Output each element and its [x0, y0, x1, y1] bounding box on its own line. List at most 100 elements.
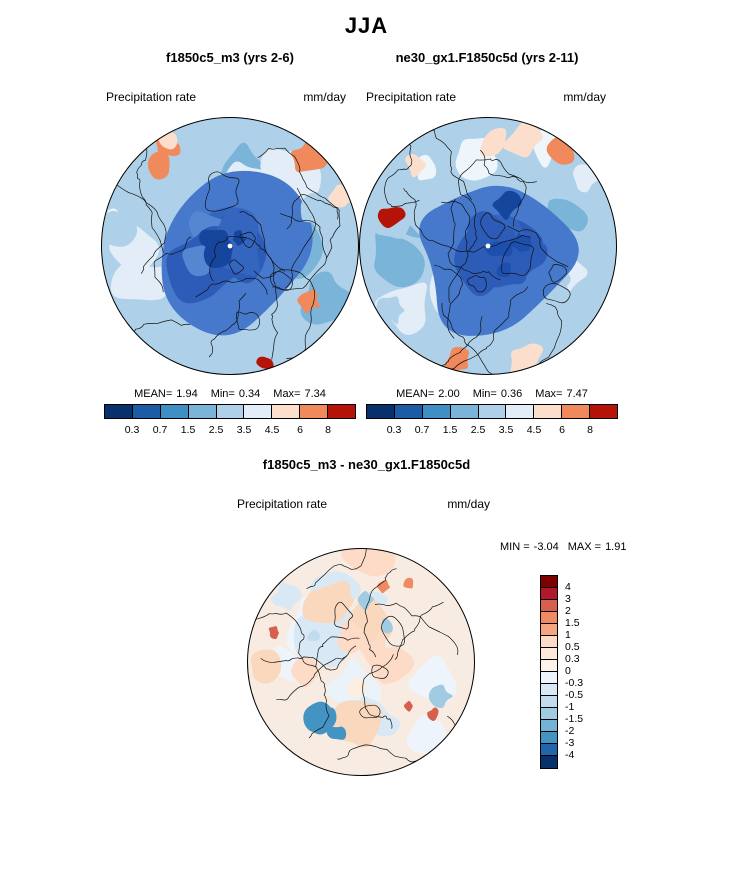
- colorbar-tick-label: 1.5: [565, 617, 580, 629]
- colorbar-tick-label: 0: [565, 665, 571, 677]
- colorbar-tick-label: 6: [297, 424, 303, 436]
- colorbar-left: 0.3 0.7 1.5 2.5 3.5 4.5 6 8: [104, 404, 356, 440]
- colorbar-segment: [244, 405, 273, 418]
- colorbar-segment: [541, 660, 557, 672]
- min-value: -3.04: [533, 541, 559, 553]
- min-label: Min=: [472, 388, 497, 400]
- colorbar-tick-label: 1.5: [180, 424, 196, 436]
- units-label-diff: mm/day: [447, 497, 490, 511]
- field-label-right: Precipitation rate: [366, 90, 457, 104]
- colorbar-segment: [541, 744, 557, 756]
- colorbar-segment: [422, 405, 451, 418]
- colorbar-tick-label: 0.3: [386, 424, 402, 436]
- colorbar-segment: [541, 708, 557, 720]
- polar-map-left: [101, 117, 359, 375]
- mean-label: MEAN=: [134, 388, 173, 400]
- max-label: MAX =: [567, 541, 602, 553]
- colorbar-tick-label: -1: [565, 701, 575, 713]
- stats-line-left: MEAN= 1.94 Min= 0.34 Max= 7.34: [104, 388, 356, 400]
- colorbar-segment: [541, 576, 557, 588]
- colorbar-tick-label: -3: [565, 737, 575, 749]
- colorbar-tick-label: 2.5: [470, 424, 486, 436]
- colorbar-segment: [132, 405, 161, 418]
- colorbar-tick-label: 2: [565, 605, 571, 617]
- max-value: 7.34: [304, 388, 326, 400]
- colorbar-tick-label: 4: [565, 581, 571, 593]
- colorbar-tick-label: 3.5: [236, 424, 252, 436]
- colorbar-segment: [328, 405, 356, 418]
- min-label: MIN =: [500, 541, 530, 553]
- colorbar-segment: [541, 672, 557, 684]
- colorbar-tick-label: 3: [565, 593, 571, 605]
- colorbar-tick-label: 0.3: [565, 653, 580, 665]
- colorbar-tick-label: 0.5: [565, 641, 580, 653]
- colorbar-tick-label: -4: [565, 749, 575, 761]
- colorbar-segment: [216, 405, 245, 418]
- colorbar-segment: [541, 648, 557, 660]
- colorbar-segment: [394, 405, 423, 418]
- panel-title-right: ne30_gx1.F1850c5d (yrs 2-11): [395, 50, 579, 65]
- colorbar-tick-label: -0.5: [565, 689, 584, 701]
- stats-line-right: MEAN= 2.00 Min= 0.36 Max= 7.47: [366, 388, 618, 400]
- colorbar-boxes: [104, 404, 356, 419]
- colorbar-tick-label: 1.5: [442, 424, 458, 436]
- colorbar-tick-label: -2: [565, 725, 575, 737]
- min-value: 0.36: [500, 388, 523, 400]
- colorbar-segment: [541, 720, 557, 732]
- colorbar-tick-label: 0.7: [152, 424, 168, 436]
- colorbar-segment: [367, 405, 395, 418]
- colorbar-tick-label: 2.5: [208, 424, 224, 436]
- max-label: Max=: [273, 388, 301, 400]
- colorbar-tick-label: 6: [559, 424, 565, 436]
- min-value: 0.34: [238, 388, 261, 400]
- panel-title-left: f1850c5_m3 (yrs 2-6): [166, 50, 294, 65]
- colorbar-boxes: [366, 404, 618, 419]
- colorbar-segment: [541, 636, 557, 648]
- mean-value: 1.94: [176, 388, 198, 400]
- colorbar-segment: [506, 405, 535, 418]
- field-row-left: Precipitation rate mm/day: [106, 90, 346, 104]
- colorbar-tick-label: 8: [587, 424, 593, 436]
- max-value: 1.91: [605, 541, 627, 553]
- colorbar-diff: 4 3 2 1.5 1 0.5 0.3 0 -0.3 -0.5 -1 -1.5 -2 -3 -4: [540, 575, 610, 775]
- mean-label: MEAN=: [396, 388, 435, 400]
- colorbar-segment: [160, 405, 189, 418]
- colorbar-right: 0.3 0.7 1.5 2.5 3.5 4.5 6 8: [366, 404, 618, 440]
- colorbar-segment: [541, 684, 557, 696]
- field-label-left: Precipitation rate: [106, 90, 197, 104]
- colorbar-segment: [534, 405, 563, 418]
- field-row-diff: Precipitation rate mm/day: [237, 497, 490, 511]
- polar-map-diff: [247, 548, 475, 776]
- diff-stats-line: MIN = -3.04 MAX = 1.91: [500, 541, 626, 553]
- colorbar-segment: [541, 756, 557, 768]
- field-label-diff: Precipitation rate: [237, 497, 328, 511]
- mean-value: 2.00: [438, 388, 460, 400]
- colorbar-segment: [562, 405, 591, 418]
- min-label: Min=: [210, 388, 235, 400]
- colorbar-segment: [541, 696, 557, 708]
- max-label: Max=: [535, 388, 563, 400]
- colorbar-segment: [590, 405, 618, 418]
- colorbar-segment: [450, 405, 479, 418]
- colorbar-tick-label: 0.7: [414, 424, 430, 436]
- colorbar-tick-label: 0.3: [124, 424, 140, 436]
- colorbar-tick-label: -1.5: [565, 713, 584, 725]
- units-label-left: mm/day: [303, 90, 346, 104]
- colorbar-tick-label: 3.5: [498, 424, 514, 436]
- colorbar-segment: [300, 405, 329, 418]
- colorbar-tick-label: 4.5: [264, 424, 280, 436]
- colorbar-segment: [541, 612, 557, 624]
- colorbar-segment: [541, 624, 557, 636]
- max-value: 7.47: [566, 388, 588, 400]
- diff-panel-title: f1850c5_m3 - ne30_gx1.F1850c5d: [262, 457, 471, 472]
- colorbar-segment: [541, 588, 557, 600]
- colorbar-tick-label: 4.5: [526, 424, 542, 436]
- units-label-right: mm/day: [563, 90, 606, 104]
- colorbar-tick-label: -0.3: [565, 677, 584, 689]
- colorbar-segment: [541, 600, 557, 612]
- colorbar-segment: [478, 405, 507, 418]
- colorbar-segment: [105, 405, 133, 418]
- colorbar-segment: [272, 405, 301, 418]
- polar-map-right: [359, 117, 617, 375]
